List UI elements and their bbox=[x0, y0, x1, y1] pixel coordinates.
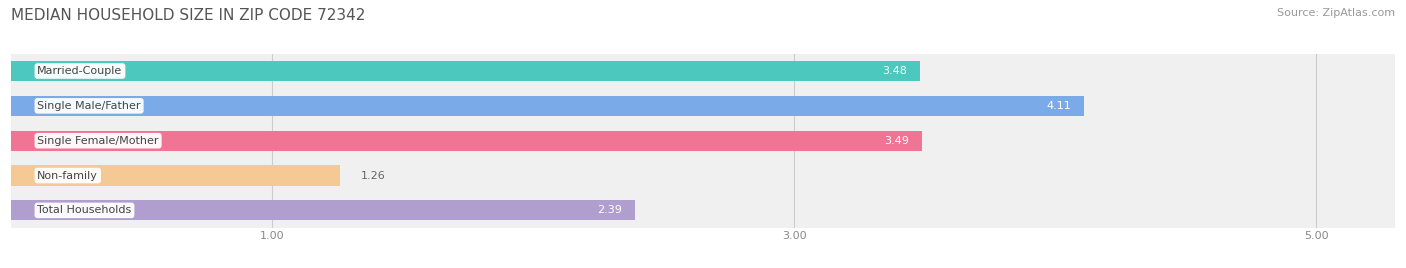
Text: Total Households: Total Households bbox=[38, 205, 132, 215]
Bar bbox=[11, 165, 340, 186]
Text: 3.49: 3.49 bbox=[884, 136, 910, 146]
Bar bbox=[11, 96, 1084, 116]
Bar bbox=[11, 88, 1395, 123]
Text: MEDIAN HOUSEHOLD SIZE IN ZIP CODE 72342: MEDIAN HOUSEHOLD SIZE IN ZIP CODE 72342 bbox=[11, 8, 366, 23]
Text: 2.39: 2.39 bbox=[598, 205, 621, 215]
Text: Single Male/Father: Single Male/Father bbox=[38, 101, 141, 111]
Text: Single Female/Mother: Single Female/Mother bbox=[38, 136, 159, 146]
Bar bbox=[11, 61, 920, 81]
Text: 3.48: 3.48 bbox=[882, 66, 907, 76]
Text: Married-Couple: Married-Couple bbox=[38, 66, 122, 76]
Bar bbox=[11, 200, 636, 221]
Text: Source: ZipAtlas.com: Source: ZipAtlas.com bbox=[1277, 8, 1395, 18]
Text: 1.26: 1.26 bbox=[361, 170, 385, 181]
Bar bbox=[11, 158, 1395, 193]
Bar bbox=[11, 54, 1395, 88]
Text: 4.11: 4.11 bbox=[1046, 101, 1071, 111]
Bar bbox=[11, 193, 1395, 228]
Text: Non-family: Non-family bbox=[38, 170, 98, 181]
Bar bbox=[11, 123, 1395, 158]
Bar bbox=[11, 131, 922, 151]
